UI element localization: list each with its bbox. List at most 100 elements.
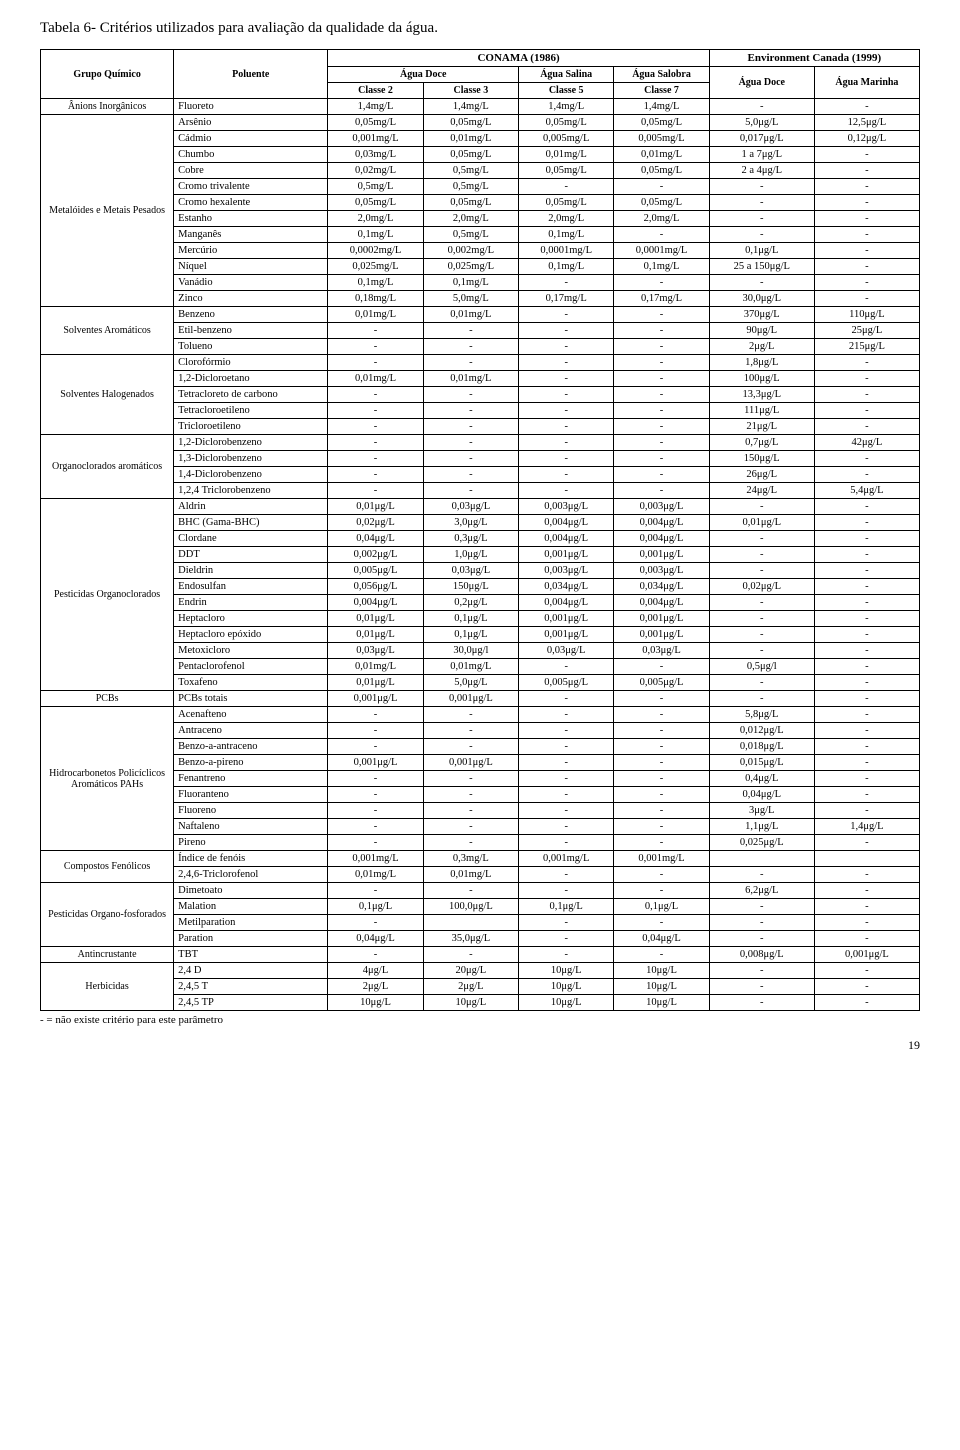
value-cell: -	[814, 691, 919, 707]
value-cell: 10μg/L	[614, 995, 709, 1011]
value-cell: 0,01mg/L	[423, 307, 518, 323]
value-cell: -	[519, 835, 614, 851]
value-cell: 2,0mg/L	[423, 211, 518, 227]
value-cell: -	[814, 259, 919, 275]
pollutant-cell: Arsênio	[174, 115, 328, 131]
value-cell: 0,5mg/L	[328, 179, 423, 195]
value-cell: 10μg/L	[519, 995, 614, 1011]
value-cell: -	[709, 995, 814, 1011]
value-cell: -	[614, 371, 709, 387]
pollutant-cell: Pentaclorofenol	[174, 659, 328, 675]
value-cell: 0,025mg/L	[328, 259, 423, 275]
value-cell: 0,05mg/L	[423, 115, 518, 131]
value-cell: 5,0μg/L	[423, 675, 518, 691]
value-cell: -	[423, 803, 518, 819]
value-cell: 2,0mg/L	[614, 211, 709, 227]
table-row: Ânions InorgânicosFluoreto1,4mg/L1,4mg/L…	[41, 99, 920, 115]
value-cell: -	[328, 451, 423, 467]
pollutant-cell: Metilparation	[174, 915, 328, 931]
value-cell: 0,012μg/L	[709, 723, 814, 739]
value-cell: 0,1mg/L	[614, 259, 709, 275]
hdr-agua-salina: Água Salina	[519, 67, 614, 83]
value-cell: -	[814, 915, 919, 931]
value-cell: -	[814, 595, 919, 611]
pollutant-cell: Manganês	[174, 227, 328, 243]
value-cell: -	[519, 419, 614, 435]
value-cell: -	[614, 803, 709, 819]
pollutant-cell: 2,4,5 T	[174, 979, 328, 995]
value-cell: -	[519, 755, 614, 771]
value-cell: 0,001mg/L	[519, 851, 614, 867]
value-cell: 0,001μg/L	[328, 755, 423, 771]
value-cell: 25μg/L	[814, 323, 919, 339]
value-cell: -	[814, 931, 919, 947]
value-cell: -	[614, 835, 709, 851]
value-cell: 110μg/L	[814, 307, 919, 323]
pollutant-cell: Etil-benzeno	[174, 323, 328, 339]
value-cell: 0,03μg/L	[519, 643, 614, 659]
value-cell: -	[814, 163, 919, 179]
group-cell: Hidrocarbonetos Policíclicos Aromáticos …	[41, 707, 174, 851]
value-cell: -	[709, 211, 814, 227]
value-cell: 0,1μg/L	[423, 627, 518, 643]
pollutant-cell: Índice de fenóis	[174, 851, 328, 867]
value-cell: 0,002μg/L	[328, 547, 423, 563]
value-cell: -	[328, 915, 423, 931]
pollutant-cell: Níquel	[174, 259, 328, 275]
value-cell: -	[814, 883, 919, 899]
value-cell: 0,4μg/L	[709, 771, 814, 787]
value-cell: 10μg/L	[614, 979, 709, 995]
value-cell: -	[814, 867, 919, 883]
value-cell: 10μg/L	[423, 995, 518, 1011]
value-cell: -	[519, 931, 614, 947]
value-cell: 1,1μg/L	[709, 819, 814, 835]
value-cell: -	[328, 803, 423, 819]
value-cell: -	[814, 275, 919, 291]
value-cell: -	[614, 771, 709, 787]
value-cell: -	[519, 339, 614, 355]
value-cell: 3μg/L	[709, 803, 814, 819]
value-cell: 0,001mg/L	[328, 851, 423, 867]
value-cell: 5,0μg/L	[709, 115, 814, 131]
value-cell: -	[328, 883, 423, 899]
value-cell: -	[614, 179, 709, 195]
pollutant-cell: Endosulfan	[174, 579, 328, 595]
value-cell: -	[328, 387, 423, 403]
value-cell: -	[709, 931, 814, 947]
value-cell: -	[328, 339, 423, 355]
pollutant-cell: 1,4-Diclorobenzeno	[174, 467, 328, 483]
value-cell: -	[328, 403, 423, 419]
value-cell: 2,0mg/L	[519, 211, 614, 227]
pollutant-cell: Aldrin	[174, 499, 328, 515]
group-cell: Organoclorados aromáticos	[41, 435, 174, 499]
value-cell: 0,02mg/L	[328, 163, 423, 179]
table-row: Solventes AromáticosBenzeno0,01mg/L0,01m…	[41, 307, 920, 323]
value-cell: 10μg/L	[519, 979, 614, 995]
value-cell: -	[614, 227, 709, 243]
value-cell: 0,001μg/L	[614, 547, 709, 563]
value-cell: 24μg/L	[709, 483, 814, 499]
value-cell: 0,02μg/L	[328, 515, 423, 531]
pollutant-cell: Cromo hexalente	[174, 195, 328, 211]
value-cell: -	[423, 771, 518, 787]
value-cell: -	[814, 899, 919, 915]
value-cell: 21μg/L	[709, 419, 814, 435]
value-cell: 0,18mg/L	[328, 291, 423, 307]
group-cell: Solventes Halogenados	[41, 355, 174, 435]
value-cell: 0,003μg/L	[519, 563, 614, 579]
value-cell: 25 a 150μg/L	[709, 259, 814, 275]
value-cell: 0,001μg/L	[519, 627, 614, 643]
value-cell: -	[614, 275, 709, 291]
value-cell: -	[328, 323, 423, 339]
value-cell: -	[709, 643, 814, 659]
value-cell: 0,003μg/L	[614, 499, 709, 515]
value-cell: 0,1μg/L	[614, 899, 709, 915]
value-cell: 4μg/L	[328, 963, 423, 979]
hdr-c3: Classe 3	[423, 83, 518, 99]
value-cell: -	[423, 835, 518, 851]
value-cell: -	[519, 771, 614, 787]
value-cell: 2 a 4μg/L	[709, 163, 814, 179]
value-cell: 0,001μg/L	[814, 947, 919, 963]
value-cell: -	[814, 547, 919, 563]
value-cell: 5,0mg/L	[423, 291, 518, 307]
